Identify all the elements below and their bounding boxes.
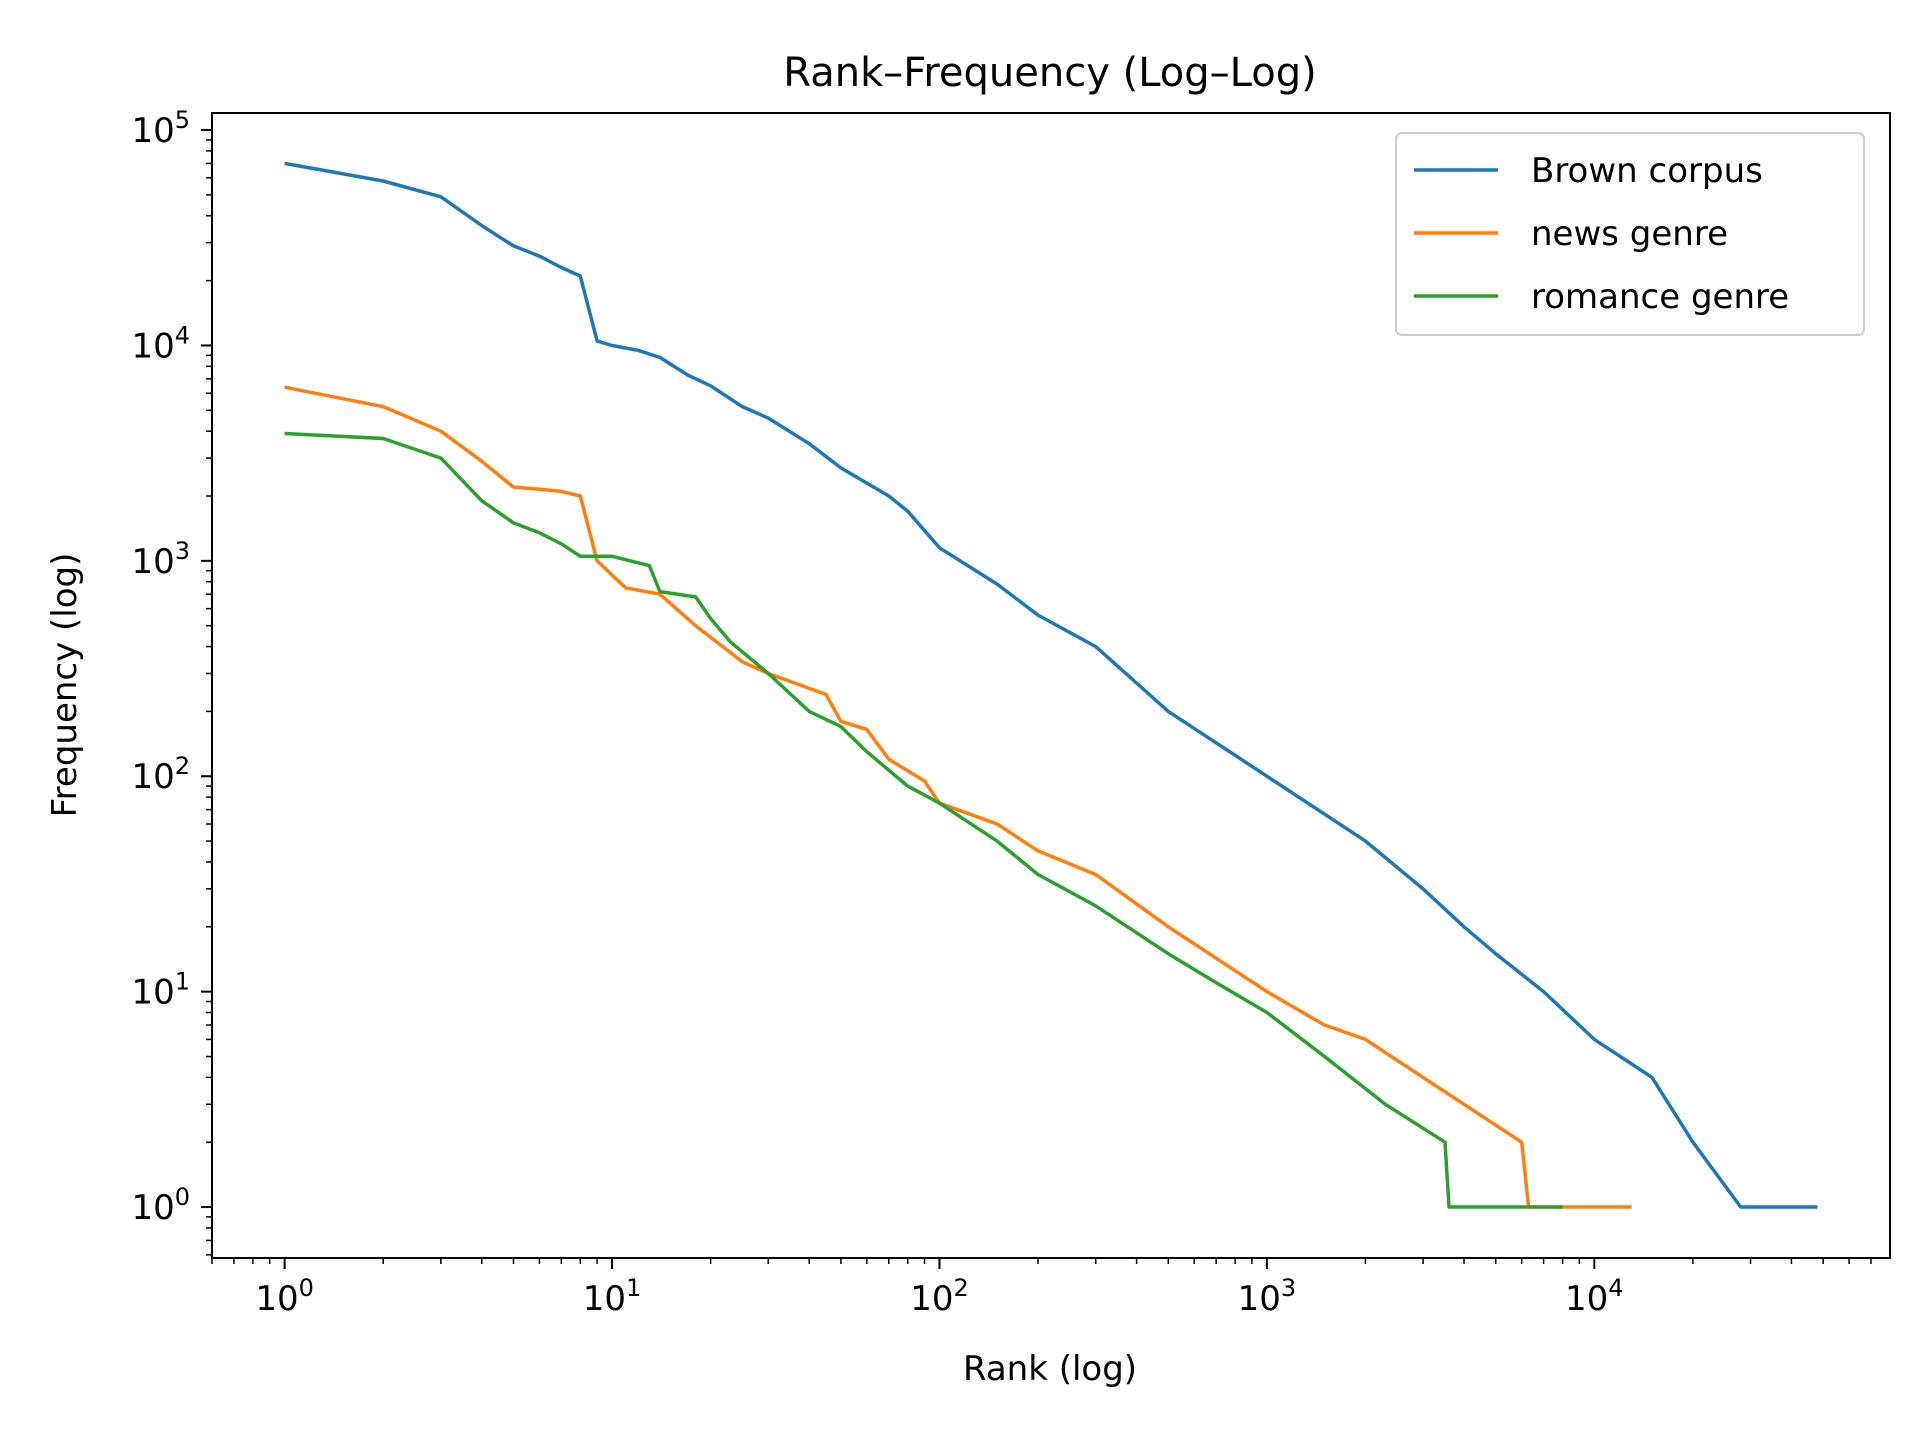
x-axis-label: Rank (log) — [963, 1349, 1137, 1389]
legend-label: news genre — [1531, 214, 1728, 254]
chart-title: Rank–Frequency (Log–Log) — [783, 50, 1316, 96]
x-tick-label: 101 — [583, 1274, 642, 1319]
series-line-news-genre — [284, 385, 1632, 1209]
series-line-brown-corpus — [284, 161, 1818, 1209]
y-tick-label: 103 — [131, 537, 190, 582]
y-tick-label: 102 — [131, 752, 190, 797]
plot-frame — [211, 112, 1891, 1259]
y-tick-label: 101 — [131, 968, 190, 1013]
plot-area: 100 101 102 103 104 100 101 102 103 104 105 — [131, 106, 1872, 1319]
y-axis-label: Frequency (log) — [45, 553, 85, 818]
x-tick-label: 104 — [1565, 1274, 1624, 1319]
legend-label: Brown corpus — [1531, 151, 1763, 191]
x-tick-label: 102 — [910, 1274, 969, 1319]
legend-box — [1395, 132, 1865, 336]
x-tick-label: 103 — [1238, 1274, 1297, 1319]
y-tick-label: 100 — [131, 1183, 190, 1228]
legend-label: romance genre — [1531, 277, 1789, 317]
y-tick-label: 104 — [131, 321, 190, 366]
legend: Brown corpus news genre romance genre — [1395, 132, 1865, 336]
series-line-romance-genre — [284, 431, 1563, 1209]
x-tick-label: 100 — [255, 1274, 314, 1319]
y-tick-label: 105 — [131, 106, 190, 151]
